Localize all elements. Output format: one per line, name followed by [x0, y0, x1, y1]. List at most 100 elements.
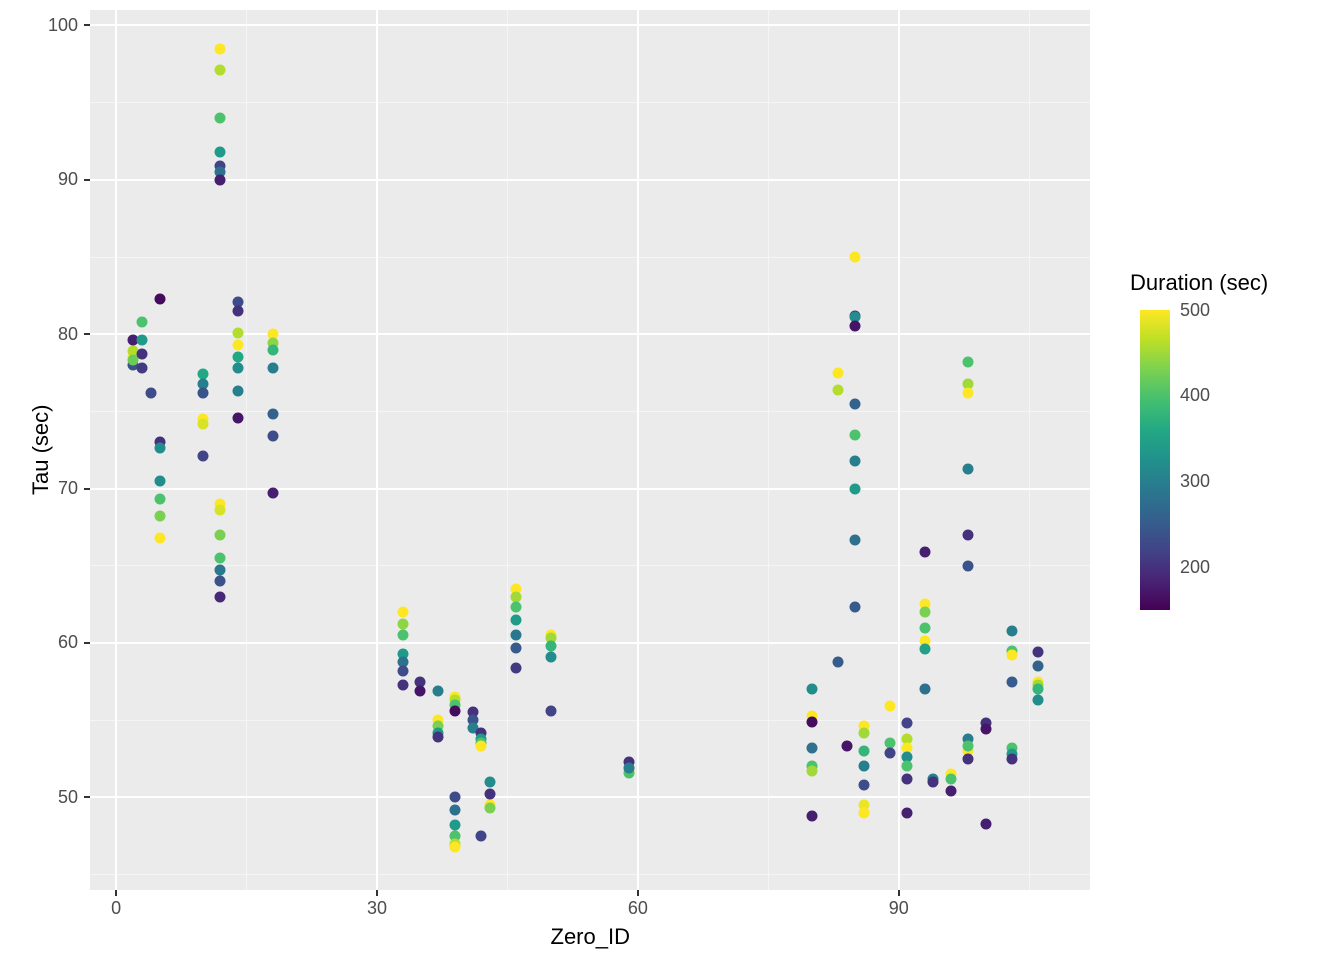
data-point	[398, 607, 409, 618]
plot-panel	[90, 10, 1090, 890]
data-point	[511, 662, 522, 673]
data-point	[485, 789, 496, 800]
data-point	[858, 746, 869, 757]
y-tick-label: 50	[58, 787, 78, 808]
legend-tick-label: 400	[1180, 385, 1210, 406]
legend-tick-label: 300	[1180, 471, 1210, 492]
data-point	[232, 340, 243, 351]
data-point	[1032, 695, 1043, 706]
data-point	[1032, 661, 1043, 672]
data-point	[850, 534, 861, 545]
data-point	[232, 363, 243, 374]
data-point	[806, 684, 817, 695]
data-point	[476, 830, 487, 841]
data-point	[215, 505, 226, 516]
data-point	[215, 174, 226, 185]
data-point	[511, 642, 522, 653]
data-point	[215, 591, 226, 602]
data-point	[511, 602, 522, 613]
data-point	[232, 412, 243, 423]
data-point	[450, 820, 461, 831]
data-point	[945, 786, 956, 797]
data-point	[415, 685, 426, 696]
data-point	[902, 773, 913, 784]
data-point	[215, 565, 226, 576]
data-point	[919, 644, 930, 655]
data-point	[902, 761, 913, 772]
data-point	[963, 463, 974, 474]
x-axis-title: Zero_ID	[551, 924, 630, 950]
data-point	[1006, 753, 1017, 764]
data-point	[1006, 625, 1017, 636]
data-point	[137, 316, 148, 327]
data-point	[432, 685, 443, 696]
data-point	[902, 718, 913, 729]
data-point	[980, 818, 991, 829]
data-point	[398, 665, 409, 676]
data-point	[963, 387, 974, 398]
data-point	[885, 701, 896, 712]
data-point	[919, 607, 930, 618]
x-tick-label: 0	[111, 898, 121, 919]
data-point	[511, 630, 522, 641]
y-tick-label: 90	[58, 169, 78, 190]
data-point	[215, 65, 226, 76]
data-point	[1032, 647, 1043, 658]
data-point	[963, 560, 974, 571]
data-point	[963, 529, 974, 540]
data-point	[450, 841, 461, 852]
data-point	[215, 43, 226, 54]
data-point	[841, 741, 852, 752]
data-point	[832, 384, 843, 395]
data-point	[850, 429, 861, 440]
data-point	[919, 622, 930, 633]
data-point	[850, 398, 861, 409]
data-point	[215, 529, 226, 540]
data-point	[1006, 676, 1017, 687]
data-point	[154, 475, 165, 486]
data-point	[902, 807, 913, 818]
data-point	[1006, 650, 1017, 661]
data-point	[154, 494, 165, 505]
data-point	[850, 252, 861, 263]
data-point	[545, 641, 556, 652]
data-point	[928, 776, 939, 787]
data-point	[154, 443, 165, 454]
data-point	[858, 761, 869, 772]
data-point	[198, 418, 209, 429]
data-point	[511, 614, 522, 625]
data-point	[485, 803, 496, 814]
data-point	[398, 679, 409, 690]
data-point	[398, 619, 409, 630]
data-point	[232, 352, 243, 363]
data-point	[850, 483, 861, 494]
data-point	[850, 321, 861, 332]
data-point	[485, 776, 496, 787]
data-point	[154, 293, 165, 304]
y-axis-title: Tau (sec)	[28, 405, 54, 495]
y-tick-label: 70	[58, 478, 78, 499]
data-point	[858, 727, 869, 738]
data-point	[806, 716, 817, 727]
data-point	[850, 602, 861, 613]
data-point	[450, 705, 461, 716]
data-point	[215, 147, 226, 158]
x-tick-label: 30	[367, 898, 387, 919]
data-point	[476, 741, 487, 752]
data-point	[980, 724, 991, 735]
data-point	[832, 367, 843, 378]
data-point	[963, 753, 974, 764]
data-point	[545, 705, 556, 716]
data-point	[215, 576, 226, 587]
data-point	[806, 766, 817, 777]
data-point	[624, 763, 635, 774]
data-point	[215, 113, 226, 124]
legend-title: Duration (sec)	[1130, 270, 1268, 296]
data-point	[919, 546, 930, 557]
legend-tick-label: 200	[1180, 557, 1210, 578]
data-point	[858, 807, 869, 818]
data-point	[137, 349, 148, 360]
data-point	[806, 810, 817, 821]
data-point	[398, 630, 409, 641]
data-point	[145, 387, 156, 398]
